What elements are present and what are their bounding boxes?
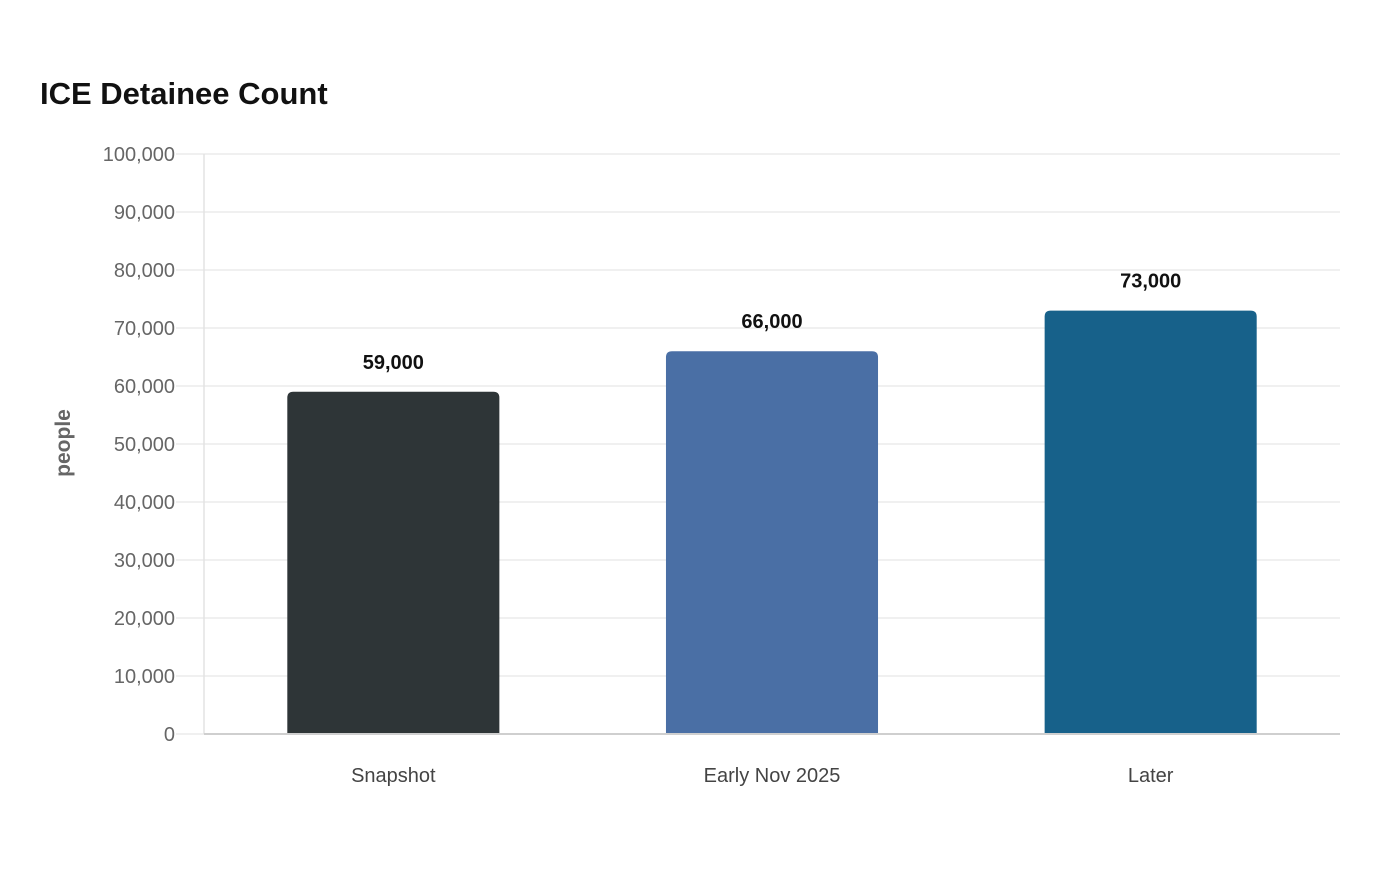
y-axis-ticks: 0 10,000 20,000 30,000 40,000 50,000 60,000 70,… xyxy=(103,144,204,746)
y-tick-label: 10,000 xyxy=(114,666,175,688)
x-category-label: Snapshot xyxy=(351,765,436,787)
bar xyxy=(1044,310,1257,734)
y-tick-label: 90,000 xyxy=(114,202,175,224)
y-tick-label: 0 xyxy=(164,724,175,746)
bar xyxy=(287,391,500,734)
bars xyxy=(287,310,1257,734)
y-tick-label: 60,000 xyxy=(114,376,175,398)
y-tick-label: 50,000 xyxy=(114,434,175,456)
bar-value-label: 66,000 xyxy=(741,311,802,333)
chart-title: ICE Detainee Count xyxy=(40,76,328,111)
bar-value-label: 59,000 xyxy=(363,352,424,374)
bar-value-label: 73,000 xyxy=(1120,271,1181,293)
y-tick-label: 70,000 xyxy=(114,318,175,340)
y-axis-title: people xyxy=(52,409,75,477)
bar xyxy=(665,351,879,734)
y-tick-label: 20,000 xyxy=(114,608,175,630)
x-category-label: Early Nov 2025 xyxy=(704,765,841,787)
y-tick-label: 100,000 xyxy=(103,144,175,166)
x-category-label: Later xyxy=(1128,765,1174,787)
y-tick-label: 30,000 xyxy=(114,550,175,572)
y-tick-label: 80,000 xyxy=(114,260,175,282)
axes xyxy=(203,154,1340,735)
y-tick-label: 40,000 xyxy=(114,492,175,514)
value-labels: 59,000 66,000 73,000 xyxy=(363,271,1182,374)
x-axis-categories: Snapshot Early Nov 2025 Later xyxy=(351,765,1174,787)
